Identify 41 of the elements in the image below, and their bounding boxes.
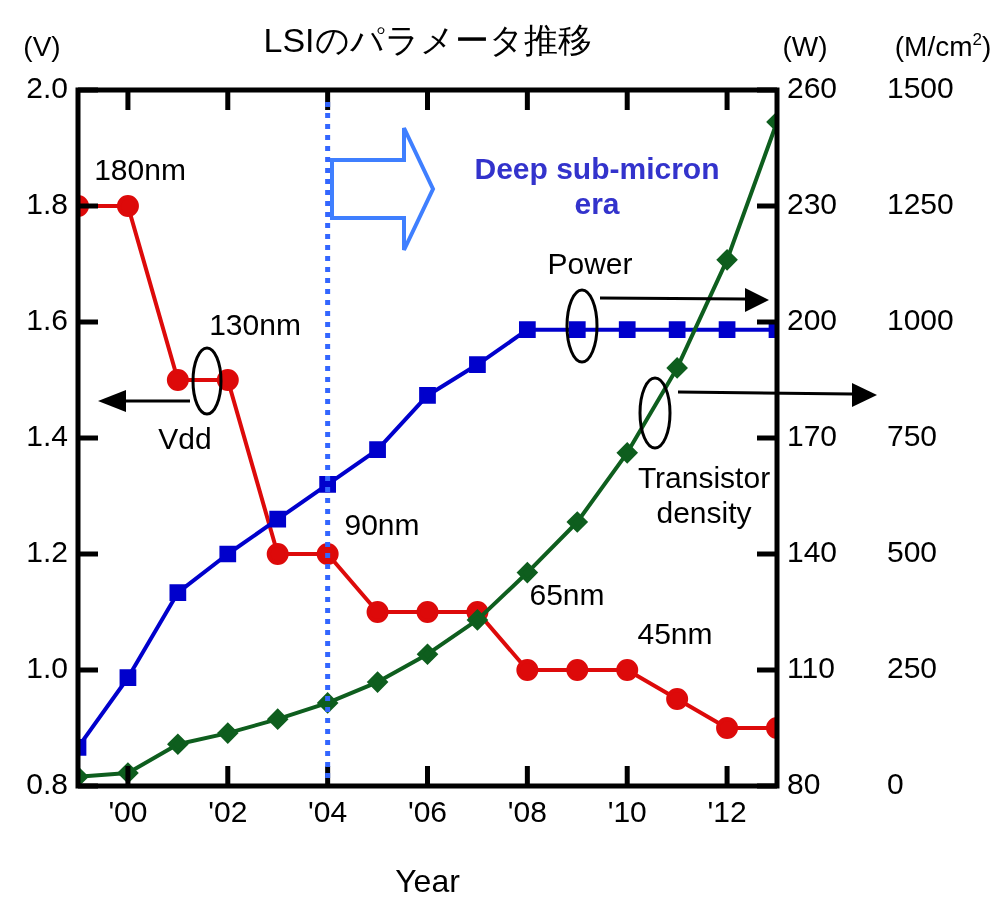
y3-tick-label: 750	[887, 419, 938, 453]
y2-tick-label: 140	[787, 535, 838, 569]
x-tick-label: '04	[308, 795, 348, 829]
x-axis-title: Year	[395, 863, 461, 897]
annotation: Power	[547, 247, 633, 281]
x-tick-label: '10	[607, 795, 647, 829]
y2-tick-label: 230	[787, 187, 838, 221]
annotation: Transistor density	[637, 461, 771, 529]
annotation: Deep sub-micron era	[474, 152, 720, 220]
annotation: Vdd	[158, 422, 212, 456]
y2-tick-label: 260	[787, 71, 838, 105]
y2-tick-label: 80	[787, 767, 821, 801]
y-axis-title: (V)	[23, 31, 61, 62]
y3-tick-label: 1500	[887, 71, 954, 105]
y2-tick-label: 200	[787, 303, 838, 337]
x-tick-label: '02	[208, 795, 248, 829]
y-tick-label: 1.8	[26, 187, 68, 221]
x-tick-label: '08	[507, 795, 547, 829]
y-tick-label: 1.4	[26, 419, 68, 453]
y-tick-label: 2.0	[26, 71, 68, 105]
x-tick-label: '00	[108, 795, 148, 829]
y-tick-label: 1.6	[26, 303, 68, 337]
y2-axis-title: (W)	[782, 31, 828, 62]
y2-tick-label: 110	[787, 651, 835, 685]
y3-tick-label: 250	[887, 651, 938, 685]
chart-title: LSIのパラメータ推移	[263, 21, 592, 59]
annotation: 65nm	[529, 578, 605, 612]
x-tick-label: '06	[407, 795, 448, 829]
y-tick-label: 1.2	[26, 535, 68, 569]
x-tick-label: '12	[707, 795, 747, 829]
annotation: 180nm	[94, 153, 186, 187]
y3-tick-label: 1000	[887, 303, 954, 337]
annotation: 45nm	[637, 617, 713, 651]
y-tick-label: 1.0	[26, 651, 68, 685]
annotation: 90nm	[344, 508, 420, 542]
y3-tick-label: 500	[887, 535, 938, 569]
y3-tick-label: 0	[887, 767, 904, 801]
y2-tick-label: 170	[787, 419, 838, 453]
annotation: 130nm	[209, 308, 301, 342]
y-tick-label: 0.8	[26, 767, 68, 801]
y3-tick-label: 1250	[887, 187, 954, 221]
